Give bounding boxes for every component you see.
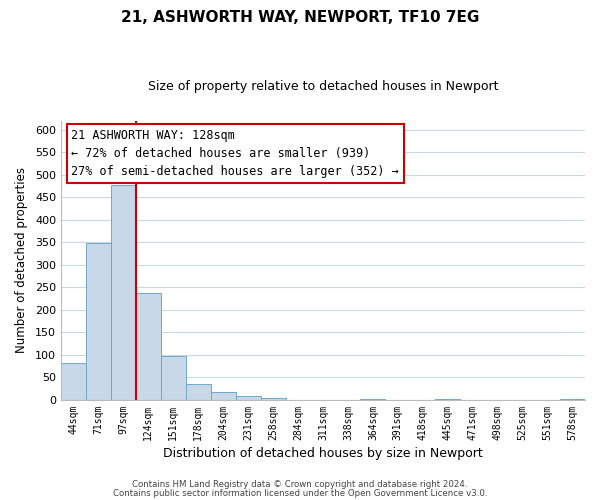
Text: 21, ASHWORTH WAY, NEWPORT, TF10 7EG: 21, ASHWORTH WAY, NEWPORT, TF10 7EG	[121, 10, 479, 25]
Text: Contains public sector information licensed under the Open Government Licence v3: Contains public sector information licen…	[113, 488, 487, 498]
Title: Size of property relative to detached houses in Newport: Size of property relative to detached ho…	[148, 80, 498, 93]
Bar	[136, 292, 161, 400]
Bar	[560, 398, 585, 400]
Bar	[236, 396, 260, 400]
Bar	[186, 384, 211, 400]
Bar	[111, 186, 136, 400]
Text: 21 ASHWORTH WAY: 128sqm
← 72% of detached houses are smaller (939)
27% of semi-d: 21 ASHWORTH WAY: 128sqm ← 72% of detache…	[71, 129, 399, 178]
X-axis label: Distribution of detached houses by size in Newport: Distribution of detached houses by size …	[163, 447, 483, 460]
Bar	[361, 398, 385, 400]
Bar	[260, 398, 286, 400]
Bar	[435, 399, 460, 400]
Bar	[161, 356, 186, 400]
Bar	[211, 392, 236, 400]
Text: Contains HM Land Registry data © Crown copyright and database right 2024.: Contains HM Land Registry data © Crown c…	[132, 480, 468, 489]
Bar	[61, 362, 86, 400]
Bar	[86, 243, 111, 400]
Y-axis label: Number of detached properties: Number of detached properties	[15, 167, 28, 353]
